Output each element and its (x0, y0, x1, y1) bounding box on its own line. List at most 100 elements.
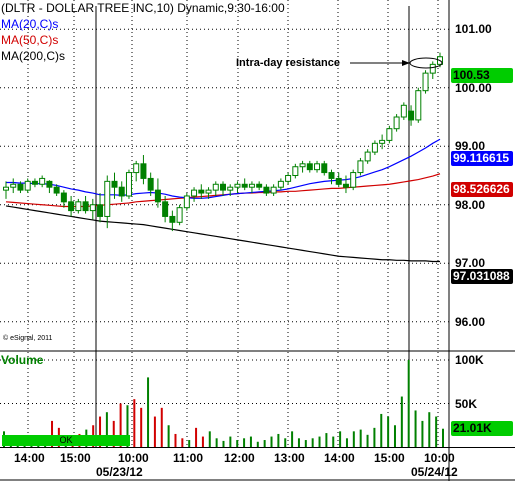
candle-body (24, 180, 31, 191)
candle-body (285, 175, 292, 182)
ma20-value-tag: 99.116615 (451, 151, 513, 166)
volume-bar (167, 425, 170, 447)
volume-bar (188, 440, 191, 447)
volume-bar (380, 413, 383, 447)
candle-body (371, 142, 378, 153)
volume-bar (160, 407, 163, 447)
volume-bar (277, 433, 280, 447)
candle-body (314, 163, 321, 171)
candle-body (321, 163, 328, 174)
volume-bar (236, 440, 239, 447)
candle-body (386, 128, 393, 141)
resistance-ellipse (409, 57, 443, 69)
time-tick-label: 15:00 (60, 451, 91, 465)
volume-bar (332, 436, 335, 447)
volume-bar (339, 431, 342, 447)
candle-body (169, 215, 176, 223)
time-tick-label: 15:00 (374, 451, 405, 465)
volume-bar (359, 429, 362, 447)
candle-body (400, 104, 407, 118)
volume-bar (112, 420, 115, 447)
candle-body (125, 172, 132, 197)
price-tick-label: 100.00 (455, 80, 492, 95)
volume-bar (284, 438, 287, 447)
price-tick-label: 98.00 (455, 197, 486, 212)
ma20-legend: MA(20,C)s (1, 17, 59, 31)
candle-body (429, 63, 436, 74)
candle-body (335, 177, 342, 185)
candle-body (3, 186, 9, 191)
candle-body (234, 183, 241, 188)
volume-bar (325, 433, 328, 447)
volume-bar (195, 427, 198, 447)
candle-body (10, 183, 17, 188)
candle-body (227, 186, 234, 191)
time-tick-label: 10:00 (118, 451, 149, 465)
candle-body (205, 189, 212, 194)
candle-body (342, 183, 349, 188)
candle-body (75, 201, 82, 212)
candle-body (133, 163, 140, 174)
candle-body (364, 151, 371, 162)
volume-bar (140, 407, 143, 447)
volume-bar (311, 438, 314, 447)
candle-body (277, 180, 284, 188)
candle-body (328, 172, 335, 179)
volume-bar (263, 440, 266, 447)
candle-body (140, 163, 147, 179)
volume-tick-label: 100K (455, 353, 484, 367)
volume-bar (270, 436, 273, 447)
volume-bar (229, 436, 232, 447)
resistance-annotation (350, 57, 443, 69)
date-label: 05/24/12 (411, 465, 458, 479)
volume-bar (222, 440, 225, 447)
volume-bar (208, 431, 211, 447)
candle-body (299, 163, 306, 168)
price-grid (0, 0, 449, 447)
time-tick-label: 14:00 (324, 451, 355, 465)
candle-body (212, 183, 219, 191)
price-tick-label: 101.00 (455, 22, 492, 37)
last-price-tag: 100.53 (451, 68, 513, 83)
ok-status-bar: OK (2, 435, 130, 446)
candle-body (89, 204, 96, 212)
ma200-value-tag: 97.031088 (451, 269, 513, 284)
candle-body (60, 192, 67, 203)
candle-body (111, 180, 118, 188)
candle-body (357, 160, 364, 174)
volume-bar (366, 434, 369, 447)
candle-body (31, 180, 38, 185)
candles (3, 52, 443, 232)
volume-bar (201, 436, 204, 447)
volume-bar (352, 431, 355, 447)
volume-grid (0, 359, 449, 404)
volume-bar (407, 360, 410, 447)
candle-body (162, 201, 169, 217)
volume-bar (421, 420, 424, 447)
volume-value-tag: 21.01K (451, 421, 513, 436)
candle-body (53, 186, 60, 194)
volume-bar (133, 399, 136, 447)
candle-body (422, 72, 429, 92)
time-tick-label: 13:00 (274, 451, 305, 465)
esignal-watermark: © eSignal, 2011 (3, 335, 53, 342)
ma200-legend: MA(200,C)s (1, 49, 66, 63)
volume-bar (153, 416, 156, 447)
candle-body (263, 186, 270, 194)
candle-body (415, 90, 422, 121)
ma50-legend: MA(50,C)s (1, 33, 59, 47)
volume-bar (243, 438, 246, 447)
volume-bar (126, 405, 129, 447)
volume-bar (414, 410, 417, 447)
candle-body (191, 189, 198, 197)
candle-body (408, 110, 415, 121)
candle-body (306, 163, 313, 171)
candle-body (248, 183, 255, 188)
resistance-label: Intra-day resistance (236, 57, 340, 69)
candle-body (220, 183, 226, 191)
ma200-line (5, 205, 440, 263)
candle-body (118, 186, 125, 197)
candle-body (154, 189, 161, 203)
ma50-value-tag: 98.526626 (451, 182, 513, 197)
